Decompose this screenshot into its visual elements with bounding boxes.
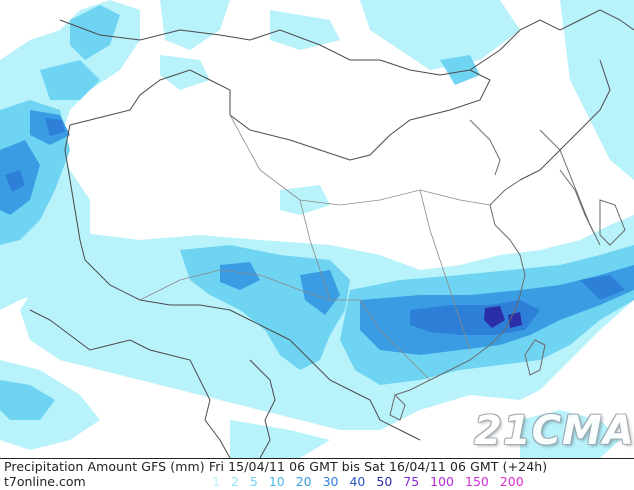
- legend-item: 40: [349, 474, 366, 489]
- site-link[interactable]: t7online.com: [4, 474, 86, 489]
- coastlines: [389, 119, 626, 421]
- legend-item: 20: [295, 474, 312, 489]
- legend-item: 10: [268, 474, 285, 489]
- map-caption: Precipitation Amount GFS (mm) Fri 15/04/…: [4, 459, 548, 474]
- legend-item: 5: [249, 474, 258, 489]
- country-borders: [29, 9, 634, 458]
- watermark-logo: 21CMA: [474, 408, 634, 454]
- precip-layer-very-heavy: [5, 118, 625, 335]
- legend-item: 1: [212, 474, 220, 489]
- map-canvas: [0, 0, 634, 458]
- legend-item: 50: [376, 474, 393, 489]
- legend-item: 75: [403, 474, 420, 489]
- map-footer: Precipitation Amount GFS (mm) Fri 15/04/…: [0, 459, 634, 490]
- legend-item: 100: [430, 474, 455, 489]
- legend-item: 2: [230, 474, 239, 489]
- legend-item: 150: [465, 474, 489, 489]
- precip-legend: 1 2 5 10 20 30 40 50 75 100 150 200: [212, 474, 531, 489]
- precip-layer-light: [0, 0, 634, 458]
- province-borders: [139, 114, 491, 381]
- legend-item: 30: [322, 474, 339, 489]
- legend-item: 200: [499, 474, 524, 489]
- precipitation-map: 21CMA: [0, 0, 634, 459]
